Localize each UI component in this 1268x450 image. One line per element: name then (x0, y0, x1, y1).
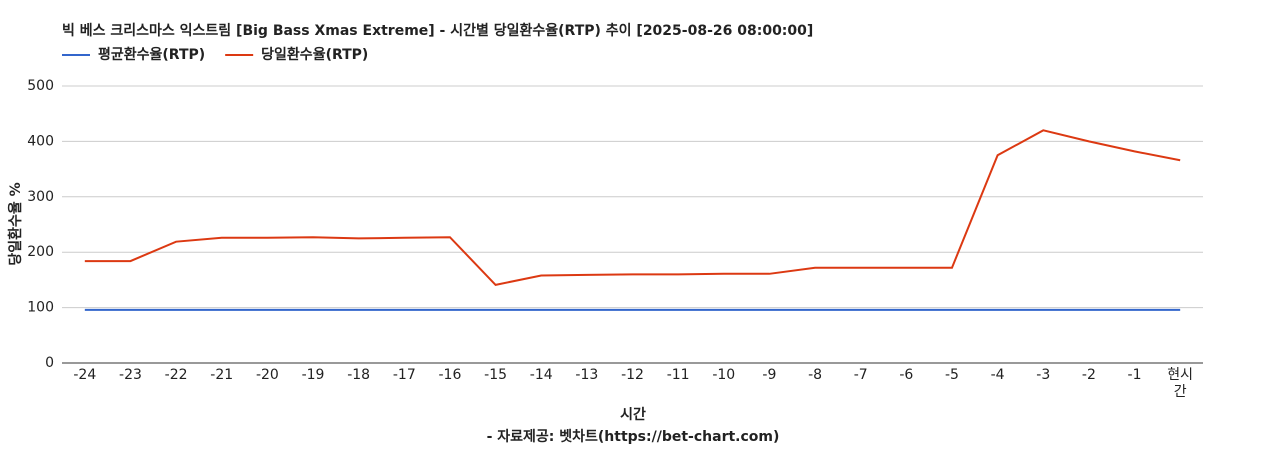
x-tick-label: -13 (575, 367, 599, 383)
x-tick-label: -23 (119, 367, 142, 383)
line (84, 129, 1181, 286)
x-tick-label: -14 (529, 367, 553, 383)
x-tick-label: -19 (301, 367, 325, 383)
x-tick-label: -18 (347, 367, 371, 383)
x-tick-label: -11 (666, 367, 690, 383)
legend-label: 평균환수율(RTP) (98, 46, 205, 63)
y-tick-label: 300 (27, 189, 54, 205)
x-tick-label: -15 (484, 367, 508, 383)
x-tick-label: -10 (712, 367, 736, 383)
x-tick-label: -2 (1081, 367, 1096, 383)
x-tick-label: -16 (438, 367, 462, 383)
x-tick-label: -12 (621, 367, 644, 383)
x-tick-label: -4 (990, 367, 1005, 383)
x-axis-label: 시간 (620, 406, 646, 423)
x-tick-label: -6 (899, 367, 914, 383)
x-tick-label: -5 (944, 367, 959, 383)
x-tick-label: -8 (808, 367, 823, 383)
x-tick-label: 현시간 (1167, 367, 1194, 400)
y-tick-label: 500 (27, 78, 54, 94)
x-tick-label: -17 (392, 367, 416, 383)
legend-label: 당일환수율(RTP) (261, 46, 368, 63)
x-tick-label: -1 (1127, 367, 1142, 383)
y-tick-label: 0 (45, 355, 54, 371)
x-tick-label: -3 (1036, 367, 1051, 383)
x-tick-label: -21 (210, 367, 234, 383)
y-axis-label: 당일환수율 % (7, 182, 24, 265)
x-tick-label: -20 (255, 367, 279, 383)
y-tick-label: 400 (27, 133, 54, 149)
x-tick-label: -22 (164, 367, 188, 383)
x-tick-label: -9 (762, 367, 777, 383)
x-tick-label: -24 (73, 367, 97, 383)
chart-title: 빅 베스 크리스마스 익스트림 [Big Bass Xmas Extreme] … (62, 22, 813, 39)
source: - 자료제공: 벳차트(https://bet-chart.com) (487, 428, 780, 445)
x-tick-label: -7 (853, 367, 868, 383)
y-tick-label: 100 (27, 300, 54, 316)
y-tick-label: 200 (27, 244, 54, 260)
